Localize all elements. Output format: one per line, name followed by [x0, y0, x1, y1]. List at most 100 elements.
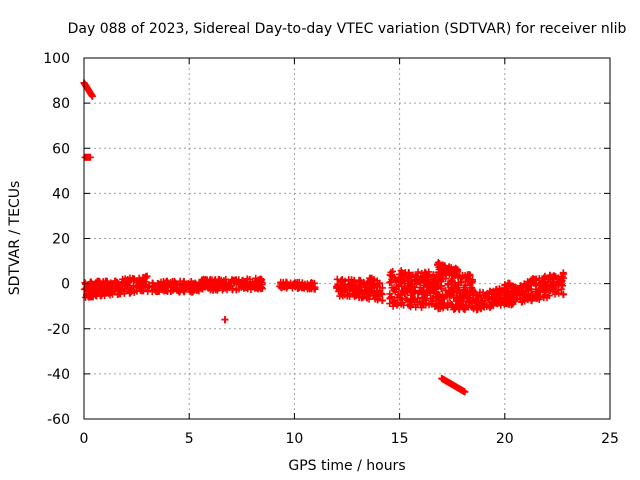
data-point-marker — [462, 289, 470, 297]
data-point-marker — [89, 282, 97, 290]
data-point-marker — [532, 290, 540, 298]
data-point-marker — [469, 278, 477, 286]
data-point-marker — [84, 292, 92, 300]
data-point-marker — [402, 285, 410, 293]
data-point-marker — [341, 291, 349, 299]
data-point-marker — [154, 285, 162, 293]
data-point-marker — [393, 294, 401, 302]
data-point-marker — [121, 277, 129, 285]
data-point-marker — [373, 283, 381, 291]
data-point-marker — [121, 287, 129, 295]
tick-labels: 0 5 10 15 20 25 -60 -40 -20 0 20 40 60 80 100 — [43, 51, 619, 447]
y-tick-label: 0 — [61, 277, 70, 293]
data-point-marker — [470, 304, 478, 312]
data-point-marker — [431, 274, 439, 282]
data-point-marker — [411, 276, 419, 284]
data-point-marker — [160, 282, 168, 290]
data-point-marker — [472, 296, 480, 304]
data-point-marker — [282, 278, 290, 286]
data-point-marker — [398, 299, 406, 307]
data-point-marker — [300, 284, 308, 292]
data-point-marker — [169, 284, 177, 292]
data-point-marker — [509, 291, 517, 299]
data-point-marker — [167, 287, 175, 295]
data-point-marker — [540, 274, 548, 282]
data-point-marker — [252, 274, 260, 282]
x-axis-label: GPS time / hours — [288, 458, 405, 474]
data-point-marker — [521, 297, 529, 305]
y-tick-label: 100 — [43, 51, 70, 67]
data-point-marker — [212, 285, 220, 293]
data-point-marker — [101, 291, 109, 299]
data-point-marker — [201, 276, 209, 284]
data-point-marker — [450, 270, 458, 278]
data-point-marker — [398, 286, 406, 294]
data-point-marker — [211, 276, 219, 284]
data-point-marker — [406, 280, 414, 288]
data-point-marker — [414, 268, 422, 276]
x-tick-label: 15 — [391, 431, 409, 447]
data-point-marker — [86, 153, 94, 161]
data-point-marker — [450, 281, 458, 289]
x-tick-label: 0 — [80, 431, 89, 447]
data-point-marker — [255, 278, 263, 286]
x-tick-label: 10 — [285, 431, 303, 447]
data-point-marker — [347, 276, 355, 284]
data-point-marker — [187, 277, 195, 285]
data-point-marker — [519, 290, 527, 298]
data-point-marker — [413, 272, 421, 280]
data-point-marker — [249, 278, 257, 286]
data-point-marker — [386, 290, 394, 298]
data-point-marker — [125, 279, 133, 287]
data-point-marker — [245, 282, 253, 290]
data-point-marker — [366, 292, 374, 300]
data-point-marker — [491, 288, 499, 296]
data-point-marker — [447, 301, 455, 309]
data-point-marker — [429, 284, 437, 292]
data-point-marker — [490, 299, 498, 307]
data-point-marker — [138, 279, 146, 287]
data-point-marker — [334, 281, 342, 289]
data-point-marker — [176, 287, 184, 295]
data-point-marker — [243, 275, 251, 283]
data-point-marker — [163, 278, 171, 286]
data-point-marker — [236, 279, 244, 287]
data-point-marker — [427, 278, 435, 286]
data-points — [80, 79, 568, 396]
data-point-marker — [546, 282, 554, 290]
data-point-marker — [450, 306, 458, 314]
data-point-marker — [504, 279, 512, 287]
data-point-marker — [437, 282, 445, 290]
data-point-marker — [378, 297, 386, 305]
data-point-marker — [351, 290, 359, 298]
data-point-marker — [88, 92, 96, 100]
data-point-marker — [453, 267, 461, 275]
data-point-marker — [552, 273, 560, 281]
data-point-marker — [466, 272, 474, 280]
grid-lines — [84, 58, 610, 419]
data-point-marker — [378, 284, 386, 292]
data-point-marker — [420, 279, 428, 287]
data-point-marker — [291, 283, 299, 291]
data-point-marker — [95, 277, 103, 285]
data-point-marker — [371, 295, 379, 303]
data-point-marker — [476, 288, 484, 296]
data-point-marker — [92, 287, 100, 295]
data-point-marker — [422, 299, 430, 307]
data-point-marker — [186, 283, 194, 291]
data-point-marker — [473, 306, 481, 314]
data-point-marker — [442, 286, 450, 294]
data-point-marker — [546, 274, 554, 282]
data-point-marker — [336, 292, 344, 300]
data-point-marker — [442, 275, 450, 283]
data-point-marker — [558, 272, 566, 280]
data-point-marker — [189, 288, 197, 296]
data-point-marker — [430, 288, 438, 296]
data-point-marker — [536, 293, 544, 301]
data-point-marker — [254, 279, 262, 287]
data-point-marker — [516, 282, 524, 290]
data-point-marker — [108, 280, 116, 288]
data-point-marker — [279, 282, 287, 290]
data-point-marker — [557, 285, 565, 293]
data-point-marker — [367, 287, 375, 295]
